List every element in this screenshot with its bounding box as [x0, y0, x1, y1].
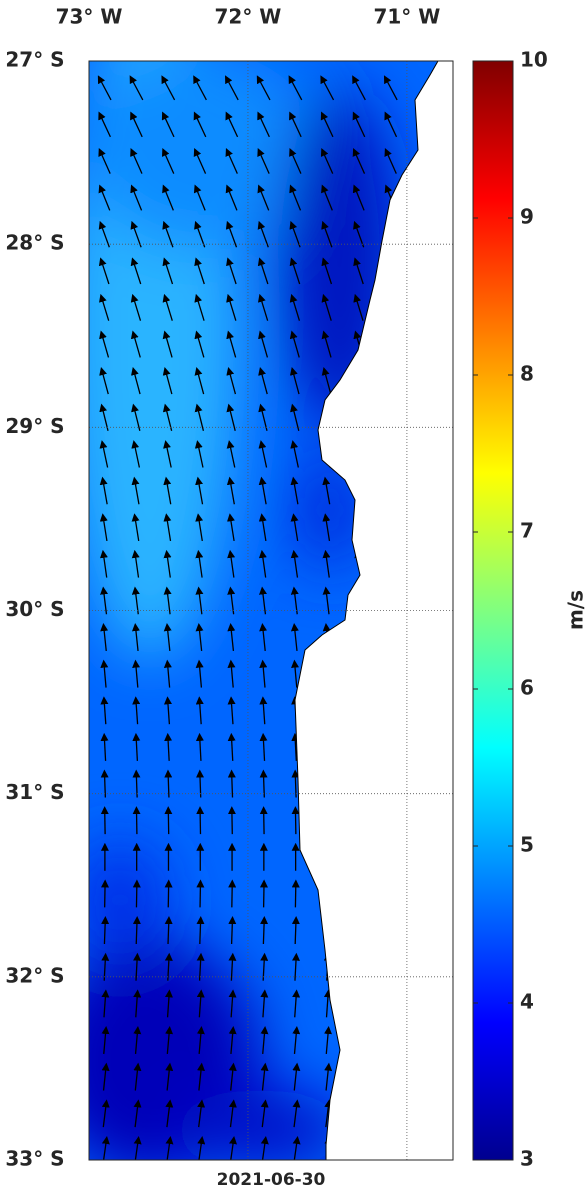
colorbar-tick-label: 10	[520, 48, 548, 72]
y-tick-label: 28° S	[5, 231, 64, 255]
wind-arrow	[232, 918, 233, 944]
y-tick-label: 33° S	[5, 1147, 64, 1171]
y-tick-label: 31° S	[5, 780, 64, 804]
wind-arrow	[136, 918, 137, 944]
colorbar-tick-label: 6	[520, 676, 534, 700]
colorbar-tick-label: 7	[520, 519, 534, 543]
wind-arrow	[232, 772, 233, 798]
colorbar-label: m/s	[564, 590, 588, 630]
wind-arrow	[295, 772, 296, 798]
colorbar-tick-label: 4	[520, 990, 534, 1014]
x-tick-label: 73° W	[56, 5, 123, 29]
y-tick-label: 32° S	[5, 963, 64, 987]
y-tick-label: 30° S	[5, 597, 64, 621]
colorbar-tick-label: 9	[520, 205, 534, 229]
wind-arrow	[263, 918, 264, 944]
x-tick-label: 72° W	[215, 5, 282, 29]
wind-arrow	[200, 918, 201, 944]
date-label: 2021-06-30	[217, 1170, 326, 1188]
wind-arrow	[168, 918, 169, 944]
y-tick-label: 29° S	[5, 414, 64, 438]
colorbar-tick-label: 5	[520, 833, 534, 857]
wind-arrow	[104, 918, 105, 944]
wind-arrow	[295, 918, 296, 944]
colorbar-tick-label: 8	[520, 362, 534, 386]
y-tick-label: 27° S	[5, 48, 64, 72]
colorbar	[473, 61, 513, 1160]
wind-arrow	[168, 772, 169, 798]
colorbar-tick-label: 3	[520, 1147, 534, 1171]
x-tick-label: 71° W	[373, 5, 440, 29]
